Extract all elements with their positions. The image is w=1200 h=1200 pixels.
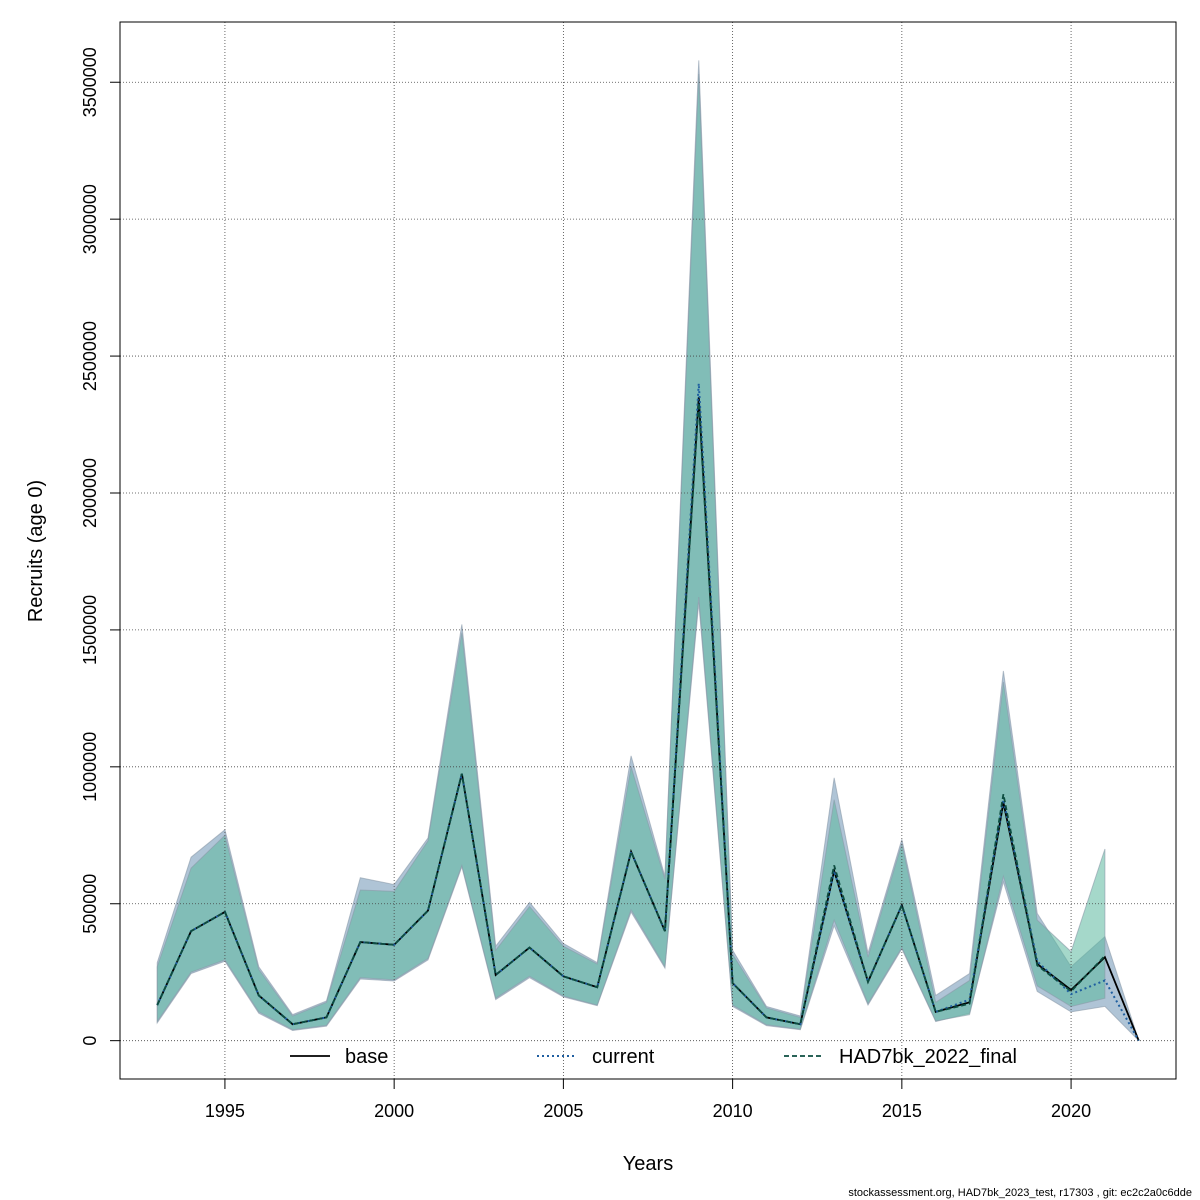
legend-label-HAD7bk_2022_final: HAD7bk_2022_final xyxy=(839,1046,1017,1068)
x-tick-label: 2005 xyxy=(543,1101,583,1121)
x-axis-title: Years xyxy=(623,1153,673,1175)
y-tick-label: 3500000 xyxy=(80,47,100,117)
series-line-base xyxy=(156,397,1140,1042)
footer-note: stockassessment.org, HAD7bk_2023_test, r… xyxy=(848,1187,1192,1199)
series-line-HAD7bk_2022_final xyxy=(156,402,1106,1026)
y-tick-label: 2000000 xyxy=(80,458,100,528)
x-tick-label: 2000 xyxy=(374,1101,414,1121)
x-tick-label: 2010 xyxy=(713,1101,753,1121)
band-HAD7bk_2022_final xyxy=(156,74,1106,1031)
x-axis: 1995 2000 2005 2010 2015 2020 xyxy=(205,1078,1091,1121)
series-line-current xyxy=(156,383,1140,1042)
grid-lines xyxy=(120,22,1176,1079)
y-axis: 0 500000 1000000 1500000 2000000 2500000 30000… xyxy=(80,47,121,1046)
y-tick-label: 1000000 xyxy=(80,732,100,802)
series-lines xyxy=(156,383,1140,1042)
confidence-bands xyxy=(156,60,1140,1042)
y-tick-label: 0 xyxy=(80,1036,100,1046)
x-tick-label: 1995 xyxy=(205,1101,245,1121)
y-tick-label: 1500000 xyxy=(80,595,100,665)
x-tick-label: 2015 xyxy=(882,1101,922,1121)
y-tick-label: 500000 xyxy=(80,874,100,934)
y-tick-label: 3000000 xyxy=(80,184,100,254)
y-tick-label: 2500000 xyxy=(80,321,100,391)
legend-label-current: current xyxy=(592,1046,655,1068)
legend: base current HAD7bk_2022_final xyxy=(290,1046,1017,1068)
x-tick-label: 2020 xyxy=(1051,1101,1091,1121)
y-axis-title: Recruits (age 0) xyxy=(25,480,47,622)
legend-label-base: base xyxy=(345,1046,388,1068)
